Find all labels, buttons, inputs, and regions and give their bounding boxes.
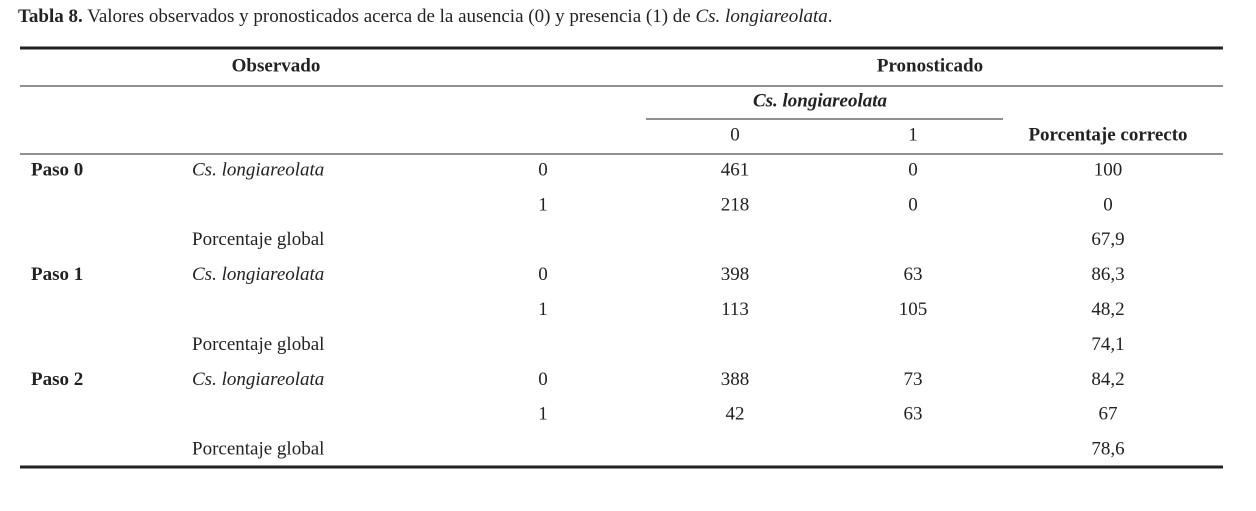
header-predicted: Pronosticado (877, 55, 983, 76)
cell-pred-1: 73 (904, 369, 923, 390)
cell-summary: Porcentaje global (192, 334, 324, 355)
cell-step: Paso 0 (31, 159, 83, 180)
cell-pred-1: 63 (904, 264, 923, 285)
cell-percent: 100 (1094, 159, 1123, 180)
cell-percent: 74,1 (1091, 334, 1124, 355)
cell-step: Paso 2 (31, 369, 83, 390)
cell-pred-1: 63 (904, 404, 923, 425)
cell-percent: 0 (1103, 194, 1113, 215)
cell-pred-1: 0 (908, 194, 918, 215)
cell-observed: 0 (538, 159, 548, 180)
cell-pred-0: 398 (721, 264, 750, 285)
cell-observed: 1 (538, 299, 548, 320)
cell-pred-0: 461 (721, 159, 750, 180)
cell-pred-0: 218 (721, 194, 750, 215)
cell-pred-0: 42 (726, 404, 745, 425)
caption: Tabla 8. Valores observados y pronostica… (18, 6, 833, 27)
cell-observed: 1 (538, 194, 548, 215)
header-taxon: Cs. longiareolata (753, 90, 888, 111)
header-percent: Porcentaje correcto (1028, 124, 1187, 145)
cell-taxon: Cs. longiareolata (192, 369, 324, 390)
cell-step: Paso 1 (31, 264, 83, 285)
caption-taxon: Cs. longiareolata (695, 6, 827, 27)
cell-summary: Porcentaje global (192, 439, 324, 460)
cell-summary: Porcentaje global (192, 229, 324, 250)
caption-text: Valores observados y pronosticados acerc… (87, 6, 691, 27)
cell-taxon: Cs. longiareolata (192, 159, 324, 180)
caption-label: Tabla 8. (18, 6, 83, 27)
cell-percent: 78,6 (1091, 439, 1124, 460)
cell-pred-1: 0 (908, 159, 918, 180)
cell-observed: 0 (538, 264, 548, 285)
caption-end: . (828, 6, 833, 27)
cell-percent: 67 (1099, 404, 1118, 425)
header-class: 1 (908, 124, 918, 145)
cell-observed: 0 (538, 369, 548, 390)
cell-percent: 86,3 (1091, 264, 1124, 285)
cell-percent: 48,2 (1091, 299, 1124, 320)
cell-taxon: Cs. longiareolata (192, 264, 324, 285)
header-class: 0 (730, 124, 740, 145)
cell-pred-0: 113 (721, 299, 749, 320)
cell-pred-1: 105 (899, 299, 928, 320)
cell-pred-0: 388 (721, 369, 750, 390)
header-observed: Observado (232, 55, 321, 76)
cell-percent: 84,2 (1091, 369, 1124, 390)
cell-percent: 67,9 (1091, 229, 1124, 250)
cell-observed: 1 (538, 404, 548, 425)
